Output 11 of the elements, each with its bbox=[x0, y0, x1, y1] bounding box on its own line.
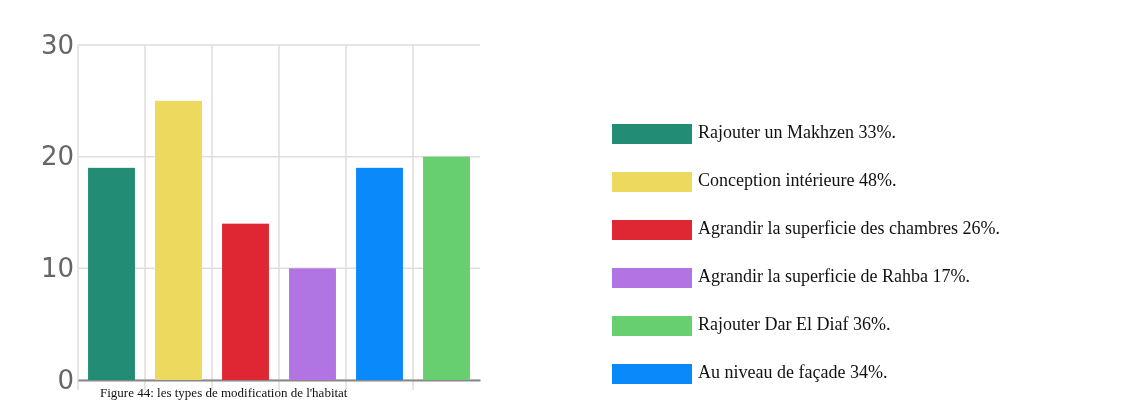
caption: Figure 44: les types de modification de l'habitat bbox=[100, 385, 348, 400]
legend-label: Au niveau de façade 34%. bbox=[698, 362, 888, 383]
legend-label: Agrandir la superficie de Rahba 17%. bbox=[698, 266, 970, 287]
legend-label: Agrandir la superficie des chambres 26%. bbox=[698, 218, 1000, 239]
y-tick-label: 0 bbox=[57, 364, 74, 395]
legend-label: Conception intérieure 48%. bbox=[698, 170, 897, 191]
legend-label: Rajouter un Makhzen 33%. bbox=[698, 122, 896, 143]
y-tick-label: 30 bbox=[40, 29, 74, 60]
y-tick-label: 20 bbox=[40, 141, 74, 172]
legend-label: Rajouter Dar El Diaf 36%. bbox=[698, 314, 891, 335]
y-tick-label: 10 bbox=[40, 253, 74, 284]
